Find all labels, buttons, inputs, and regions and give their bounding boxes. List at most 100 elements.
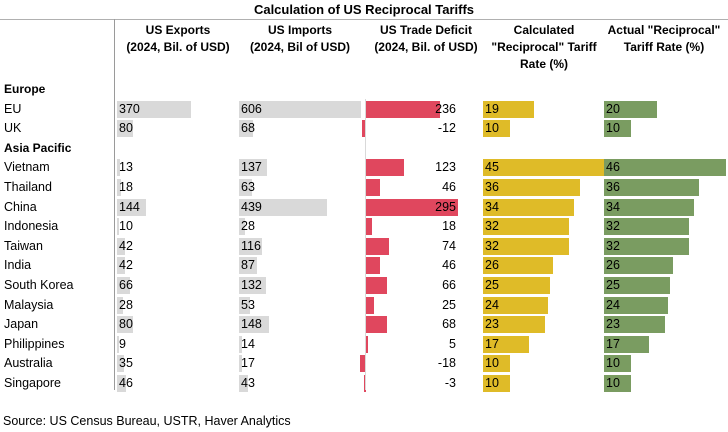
exports-bar xyxy=(117,336,119,353)
actual-value: 46 xyxy=(606,160,620,174)
exports-bar xyxy=(117,257,126,274)
actual-bar xyxy=(604,375,631,392)
calc-bar xyxy=(483,277,551,294)
imports-bar xyxy=(239,297,250,314)
deficit-bar xyxy=(366,297,374,314)
exports-value: 9 xyxy=(119,337,126,351)
column-header: Calculated "Reciprocal" Tariff Rate (%) xyxy=(491,23,597,71)
imports-value: 14 xyxy=(241,337,255,351)
actual-bar xyxy=(604,355,631,372)
imports-value: 17 xyxy=(241,356,255,370)
imports-bar xyxy=(239,277,266,294)
calc-value: 32 xyxy=(485,219,499,233)
imports-value: 43 xyxy=(241,376,255,390)
imports-bar xyxy=(239,218,245,235)
deficit-bar xyxy=(362,120,366,137)
exports-bar xyxy=(117,355,125,372)
deficit-value: 46 xyxy=(442,180,456,194)
exports-bar xyxy=(117,375,127,392)
country-label: UK xyxy=(4,121,22,135)
deficit-bar xyxy=(366,277,387,294)
imports-bar xyxy=(239,257,257,274)
calc-bar xyxy=(483,159,604,176)
country-label: Vietnam xyxy=(4,160,50,174)
exports-value: 80 xyxy=(119,317,133,331)
calc-bar xyxy=(483,297,548,314)
exports-value: 370 xyxy=(119,102,140,116)
exports-value: 42 xyxy=(119,239,133,253)
deficit-value: -3 xyxy=(444,376,456,390)
calc-value: 19 xyxy=(485,102,499,116)
column-header: US Imports (2024, Bil of USD) xyxy=(249,23,351,54)
actual-value: 10 xyxy=(606,376,620,390)
section-label: Europe xyxy=(4,82,46,96)
column-header: US Trade Deficit (2024, Bil. of USD) xyxy=(374,23,478,54)
imports-bar xyxy=(239,101,361,118)
actual-bar xyxy=(604,336,650,353)
deficit-value: 236 xyxy=(435,102,456,116)
imports-value: 439 xyxy=(241,200,262,214)
exports-bar xyxy=(117,238,126,255)
imports-bar xyxy=(239,179,252,196)
calc-bar xyxy=(483,336,529,353)
source-note: Source: US Census Bureau, USTR, Haver An… xyxy=(3,414,291,428)
calc-bar xyxy=(483,375,510,392)
actual-bar xyxy=(604,159,726,176)
actual-value: 23 xyxy=(606,317,620,331)
calc-value: 17 xyxy=(485,337,499,351)
deficit-value: 18 xyxy=(442,219,456,233)
country-label: EU xyxy=(4,102,22,116)
deficit-bar xyxy=(366,199,458,216)
country-label: Malaysia xyxy=(4,298,54,312)
country-label: South Korea xyxy=(4,278,74,292)
actual-bar xyxy=(604,257,673,274)
deficit-bar xyxy=(366,336,368,353)
deficit-bar xyxy=(360,355,366,372)
actual-value: 17 xyxy=(606,337,620,351)
actual-bar xyxy=(604,179,700,196)
calc-value: 23 xyxy=(485,317,499,331)
imports-bar xyxy=(239,355,243,372)
calc-bar xyxy=(483,101,535,118)
exports-bar xyxy=(117,316,134,333)
deficit-bar xyxy=(366,257,381,274)
deficit-value: 25 xyxy=(442,298,456,312)
country-label: Taiwan xyxy=(4,239,43,253)
calc-bar xyxy=(483,316,545,333)
deficit-bar xyxy=(366,316,388,333)
calc-value: 24 xyxy=(485,298,499,312)
deficit-value: 66 xyxy=(442,278,456,292)
imports-bar xyxy=(239,159,267,176)
exports-value: 80 xyxy=(119,121,133,135)
chart-title: Calculation of US Reciprocal Tariffs xyxy=(0,0,728,20)
deficit-bar xyxy=(366,218,372,235)
country-label: Thailand xyxy=(4,180,52,194)
exports-value: 46 xyxy=(119,376,133,390)
actual-value: 24 xyxy=(606,298,620,312)
deficit-bar xyxy=(366,179,381,196)
calc-value: 32 xyxy=(485,239,499,253)
exports-value: 10 xyxy=(119,219,133,233)
calc-bar xyxy=(483,355,510,372)
column-header: US Exports (2024, Bil. of USD) xyxy=(126,23,230,54)
actual-value: 10 xyxy=(606,121,620,135)
deficit-value: -12 xyxy=(437,121,456,135)
imports-value: 53 xyxy=(241,298,255,312)
exports-bar xyxy=(117,179,121,196)
calc-bar xyxy=(483,120,510,137)
actual-value: 36 xyxy=(606,180,620,194)
imports-value: 28 xyxy=(241,219,255,233)
actual-bar xyxy=(604,297,668,314)
deficit-bar xyxy=(366,159,405,176)
exports-value: 42 xyxy=(119,258,133,272)
calc-bar xyxy=(483,238,570,255)
actual-value: 20 xyxy=(606,102,620,116)
country-label: China xyxy=(4,200,37,214)
actual-bar xyxy=(604,316,665,333)
deficit-value: 295 xyxy=(435,200,456,214)
actual-bar xyxy=(604,277,671,294)
actual-value: 26 xyxy=(606,258,620,272)
imports-bar xyxy=(239,316,269,333)
section-label: Asia Pacific xyxy=(4,140,72,155)
actual-bar xyxy=(604,218,689,235)
